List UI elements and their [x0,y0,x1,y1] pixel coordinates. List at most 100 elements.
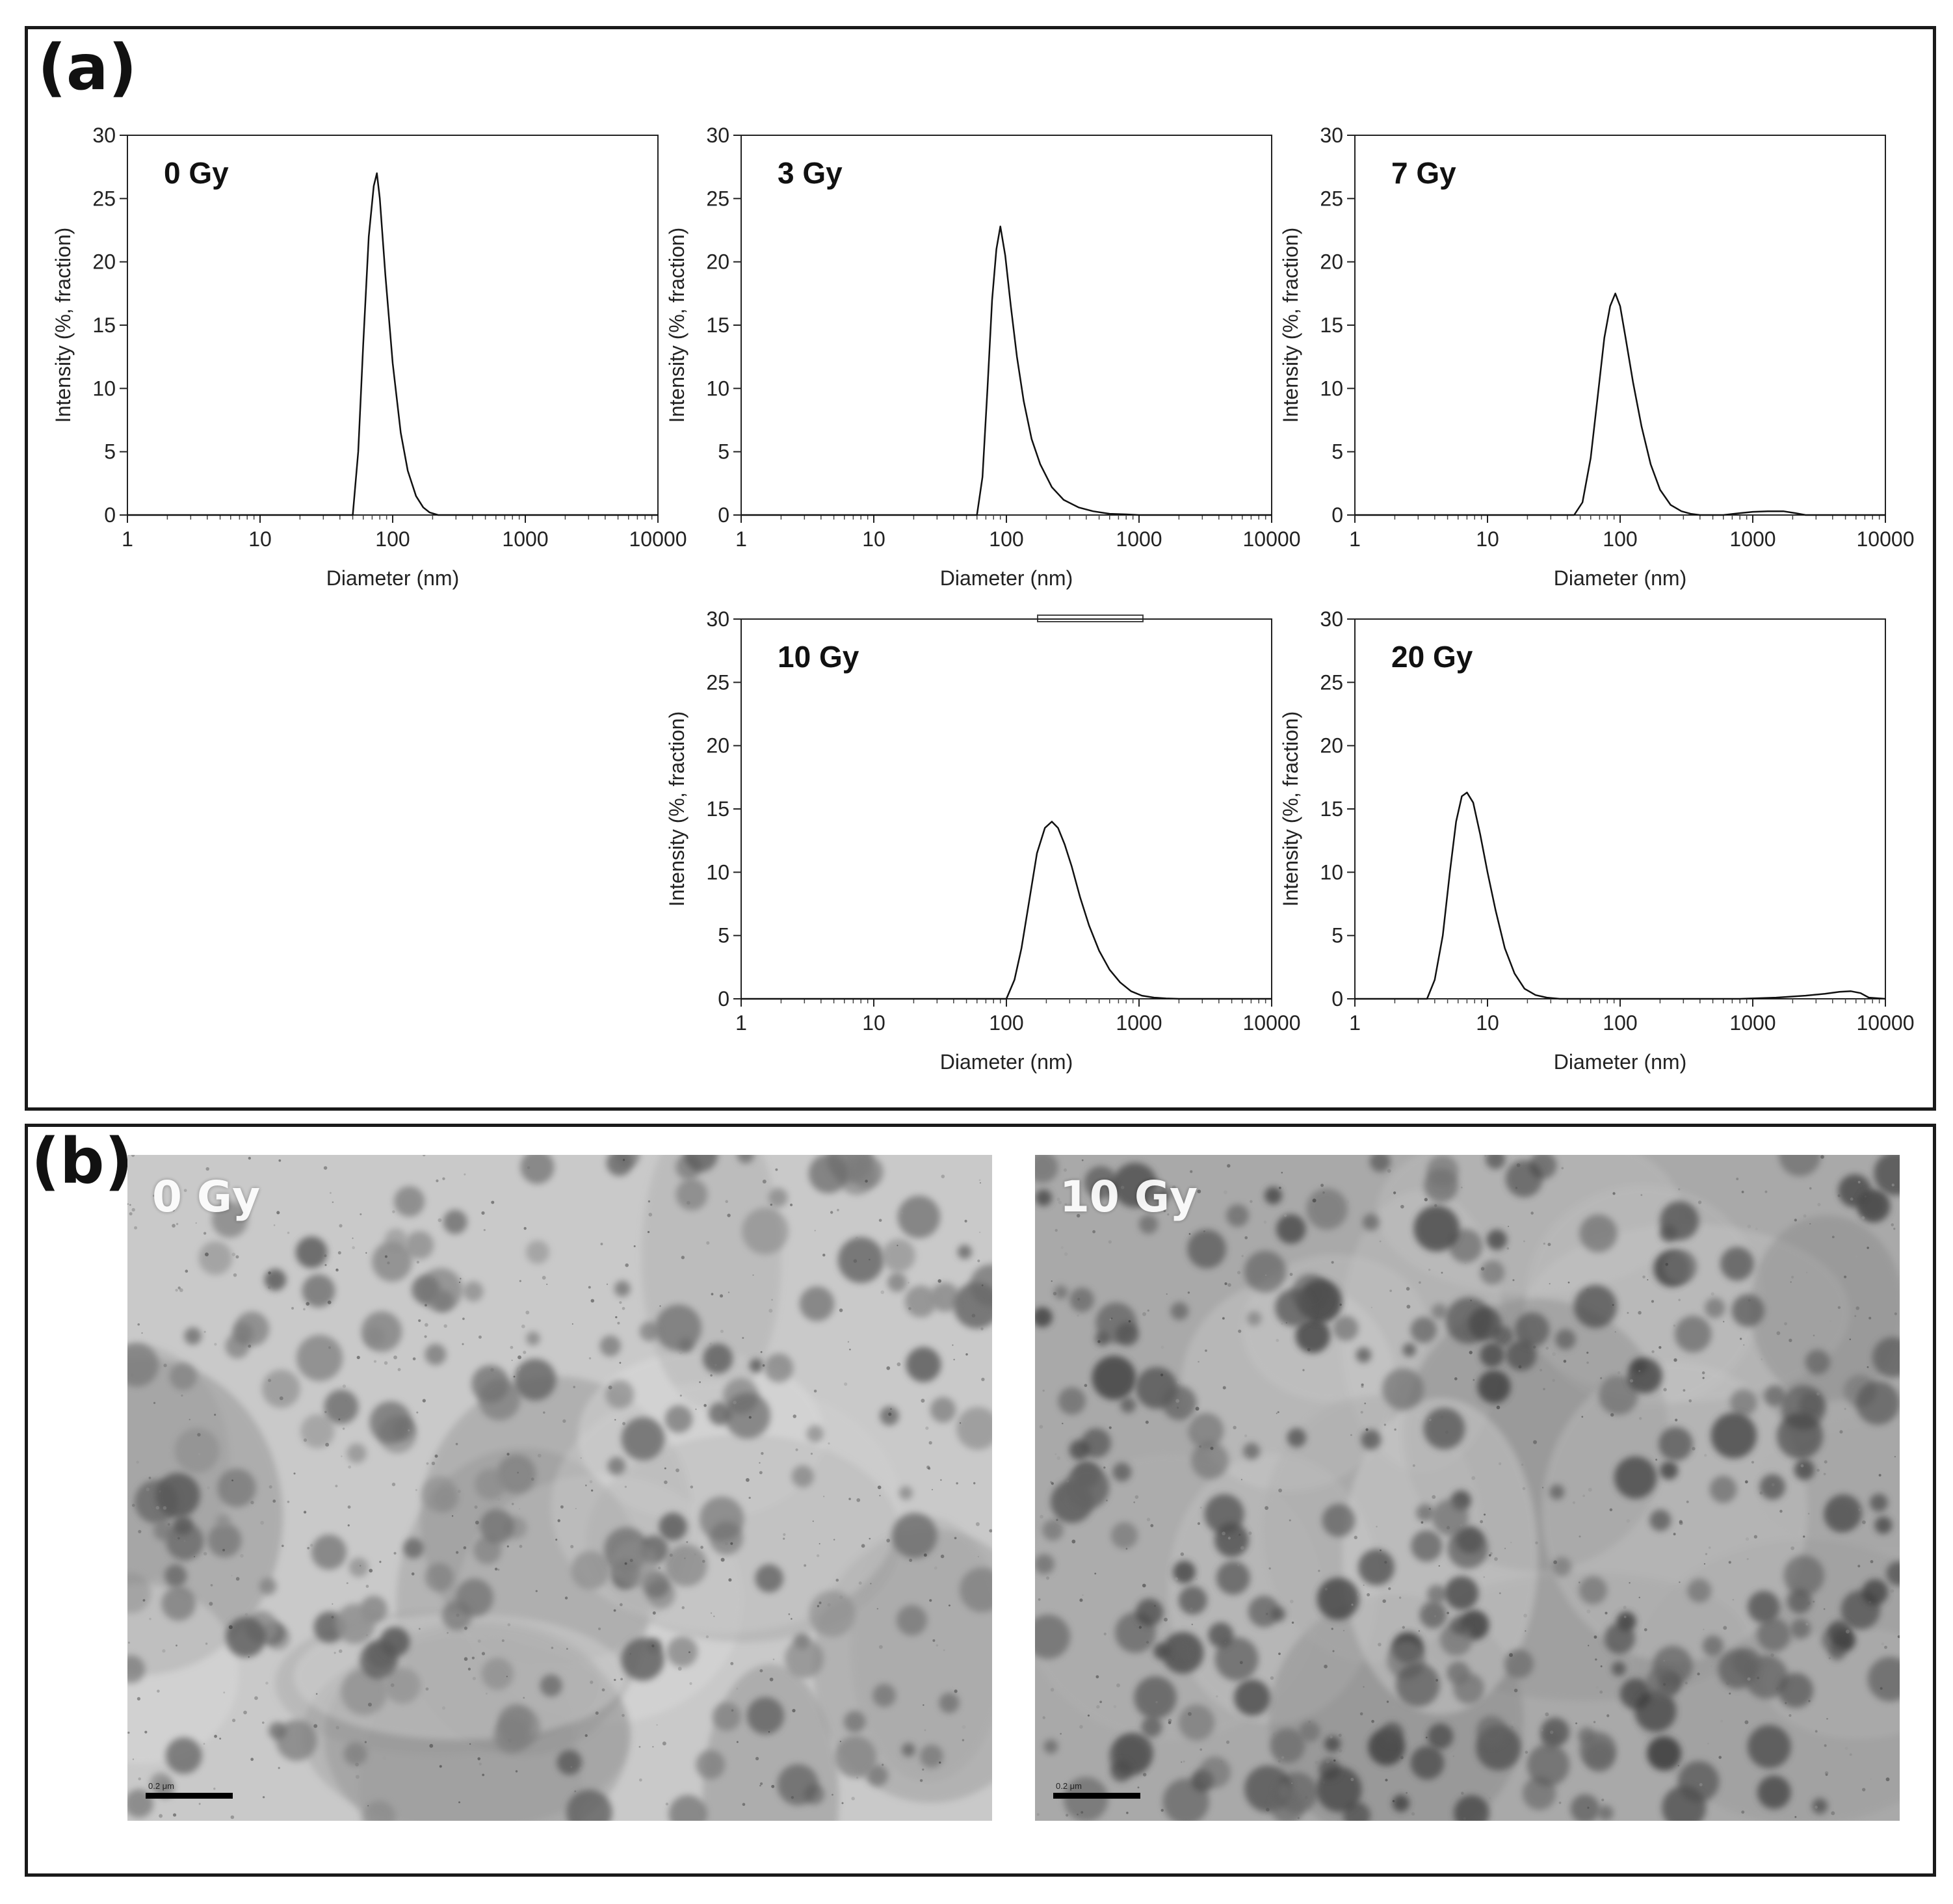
tem-grain [1062,1422,1064,1425]
tem-grain [1454,1377,1458,1381]
tem-particle [906,1347,941,1382]
tem-grain [1759,1491,1763,1495]
tem-grain [1266,1808,1270,1812]
tem-particle [1611,1661,1627,1676]
tem-particle [1271,1607,1286,1622]
tem-patch [127,1584,239,1764]
tem-particle [1317,1578,1359,1620]
tem-grain [710,1612,713,1614]
tem-grain [462,1317,465,1320]
tem-grain [564,1596,568,1600]
tem-grain [681,1256,685,1260]
tem-grain [1484,1155,1487,1157]
tem-grain [679,1350,683,1355]
tem-grain [1514,1688,1518,1693]
tem-grain [962,1725,966,1729]
tem-grain [356,1355,360,1360]
y-tick-label-7gy: 30 [1320,124,1343,147]
tem-grain [1710,1665,1712,1667]
tem-particle [184,1327,202,1345]
scale-bar-text-10gy: 0.2 μm [1056,1781,1082,1791]
tem-grain [222,1548,226,1552]
tem-grain [431,1461,436,1466]
tem-grain [1189,1607,1193,1611]
tem-grain [1064,1203,1068,1206]
tem-grain [1363,1686,1365,1688]
tem-grain [506,1545,509,1548]
tem-grain [535,1590,538,1593]
tem-grain [129,1204,131,1206]
tem-grain [1729,1692,1731,1695]
tem-grain [442,1706,446,1710]
tem-image-10gy: 10 Gy 0.2 μm [1035,1155,1900,1821]
tem-particle [1579,1576,1608,1605]
tem-grain [365,1633,369,1637]
tem-grain [355,1775,360,1779]
tem-grain [1194,1405,1198,1407]
tem-particle [1112,1163,1158,1208]
tem-grain [1197,1522,1200,1526]
tem-grain [1702,1377,1705,1379]
y-axis-label-3gy: Intensity (%, fraction) [665,228,688,423]
tem-grain [1530,1211,1534,1215]
tem-particle [173,1515,193,1535]
tem-grain [490,1368,494,1372]
tem-particle [425,1343,447,1366]
tem-grain [1459,1524,1463,1527]
tem-grain [1496,1405,1501,1410]
tem-grain [1464,1262,1467,1265]
tem-grain [965,1598,967,1600]
tem-grain [442,1177,445,1180]
tem-grain [1703,1563,1706,1565]
tem-grain [1705,1553,1708,1555]
tem-grain [1045,1576,1050,1580]
tem-particle [768,1187,788,1208]
tem-grain [194,1555,196,1557]
tem-particle [1187,1229,1227,1269]
tem-grain [648,1200,651,1203]
tem-grain [1350,1434,1352,1436]
tem-grain [176,1645,177,1646]
tem-grain [1779,1509,1783,1513]
tem-grain [1823,1608,1826,1610]
tem-grain [1541,1487,1544,1488]
x-axis-label-0gy: Diameter (nm) [326,566,459,590]
tem-grain [1862,1788,1866,1792]
tem-particle [215,1513,231,1529]
tem-grain [706,1241,710,1245]
tem-grain [1283,1214,1287,1217]
tem-grain [1177,1407,1179,1409]
tem-grain [1222,1317,1225,1320]
tem-grain [424,1335,427,1338]
tem-grain [1268,1567,1271,1570]
tem-particle [1702,1635,1724,1657]
tem-grain [1545,1712,1549,1717]
tem-grain [273,1224,276,1226]
tem-grain [1227,1537,1231,1540]
tem-grain [144,1730,148,1734]
panel-b-label: (b) [31,1125,133,1198]
tem-particle [764,1353,794,1382]
x-tick-label-20gy: 10 [1476,1011,1499,1035]
y-tick-label-10gy: 25 [706,670,729,694]
tem-particle [1447,1528,1488,1569]
tem-grain [1711,1292,1714,1296]
tem-grain [1844,1408,1846,1410]
series-line-20gy [1355,791,1886,1000]
tem-grain [748,1496,751,1499]
tem-particle [614,1280,631,1297]
tem-grain [562,1419,566,1423]
tem-grain [1704,1453,1707,1457]
tem-grain [690,1485,694,1488]
tem-grain [1099,1700,1102,1704]
tem-particle [1324,1736,1341,1752]
y-tick-label-20gy: 25 [1320,670,1343,694]
tem-grain [248,1656,250,1658]
tem-particle [1604,1622,1636,1654]
tem-grain [813,1389,817,1393]
tem-grain [1326,1760,1330,1764]
tem-grain [768,1731,770,1733]
chart-title-20gy: 20 Gy [1391,640,1473,674]
tem-grain [928,1467,931,1470]
tem-grain [1600,1377,1603,1379]
